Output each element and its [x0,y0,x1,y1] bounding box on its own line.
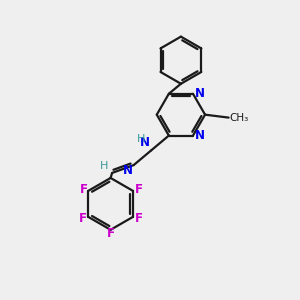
Text: N: N [195,87,205,100]
Text: H: H [100,160,109,171]
Text: N: N [195,129,205,142]
Text: N: N [140,136,150,149]
Text: F: F [135,212,143,224]
Text: F: F [135,183,143,196]
Text: N: N [122,164,133,177]
Text: H: H [136,134,145,144]
Text: F: F [79,212,87,224]
Text: F: F [106,227,115,240]
Text: CH₃: CH₃ [230,112,249,123]
Text: F: F [80,183,88,196]
